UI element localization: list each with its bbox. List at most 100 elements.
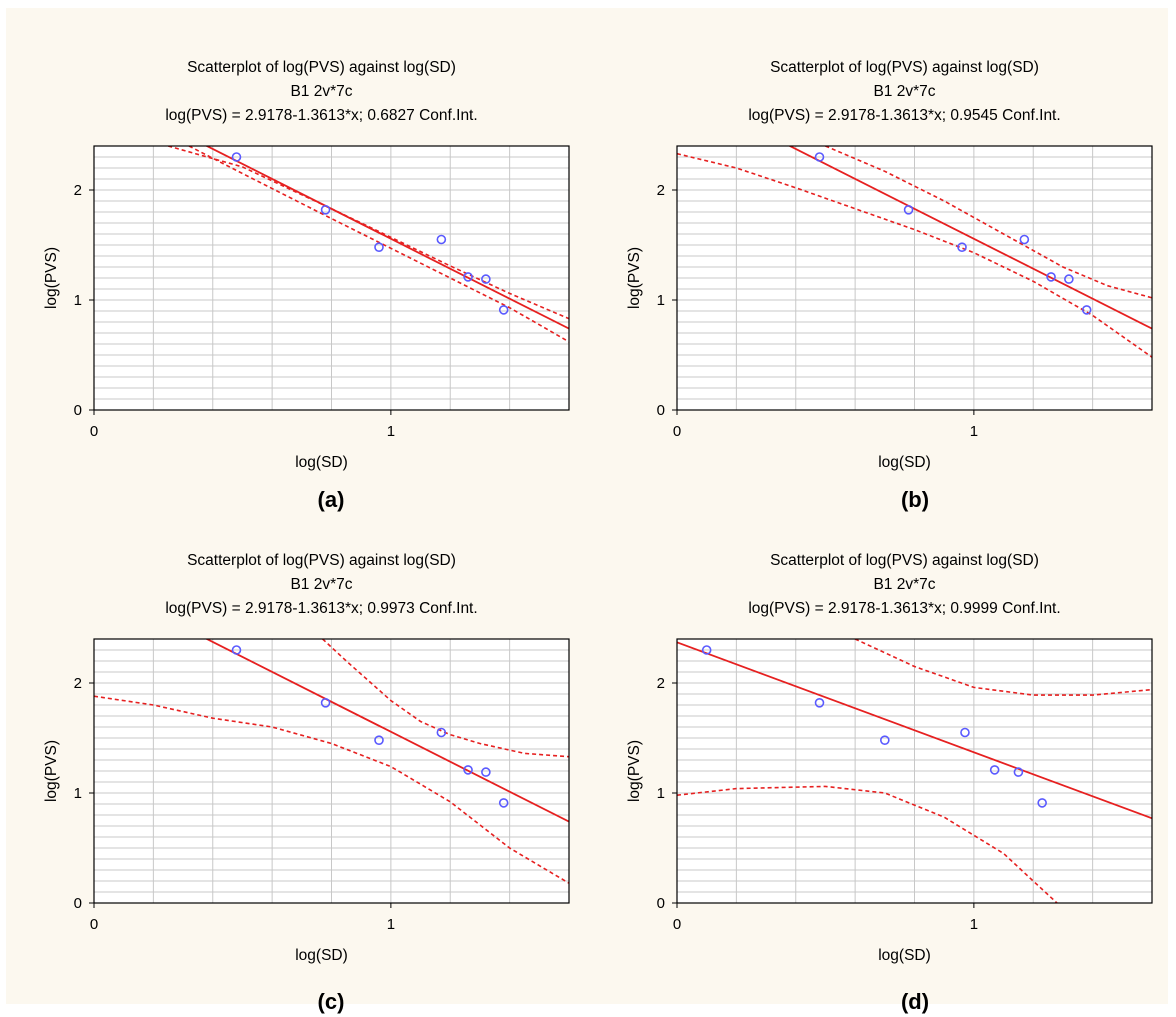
plot-content bbox=[94, 639, 569, 884]
data-point bbox=[374, 242, 384, 252]
x-tick-label: 0 bbox=[90, 423, 98, 440]
chart-svg: Scatterplot of log(PVS) against log(SD) B… bbox=[626, 59, 1153, 471]
chart-svg: Scatterplot of log(PVS) against log(SD) B… bbox=[626, 552, 1153, 964]
y-tick-label: 1 bbox=[74, 292, 82, 309]
data-point bbox=[231, 152, 242, 162]
y-tick-label: 1 bbox=[657, 785, 665, 802]
chart-title: Scatterplot of log(PVS) against log(SD) bbox=[187, 59, 456, 76]
panel-label: (c) bbox=[317, 989, 345, 1014]
plot-frame bbox=[676, 145, 1153, 411]
chart-subtitle: B1 2v*7c bbox=[873, 83, 935, 100]
data-point bbox=[1081, 305, 1092, 315]
data-point bbox=[320, 205, 331, 215]
data-point bbox=[1013, 767, 1024, 777]
chart-title: Scatterplot of log(PVS) against log(SD) bbox=[770, 552, 1039, 569]
plot-content bbox=[167, 146, 569, 343]
x-axis-label: log(SD) bbox=[295, 947, 348, 964]
data-point bbox=[463, 765, 473, 775]
y-tick-label: 0 bbox=[74, 895, 82, 912]
data-point bbox=[814, 698, 825, 708]
chart-panel-b: Scatterplot of log(PVS) against log(SD) B… bbox=[589, 8, 1169, 471]
chart-panel-c: Scatterplot of log(PVS) against log(SD) B… bbox=[6, 501, 586, 964]
x-tick-label: 1 bbox=[387, 423, 395, 440]
regression-line bbox=[677, 641, 1152, 820]
data-point bbox=[481, 274, 491, 284]
plot-content bbox=[677, 146, 1152, 358]
data-point bbox=[1037, 798, 1047, 808]
y-tick-label: 2 bbox=[657, 675, 665, 692]
y-tick-label: 1 bbox=[74, 785, 82, 802]
x-tick-label: 1 bbox=[387, 916, 395, 933]
figure: Scatterplot of log(PVS) against log(SD) B… bbox=[6, 8, 1168, 1004]
confidence-band-lower bbox=[188, 146, 569, 343]
chart-subtitle: B1 2v*7c bbox=[290, 576, 352, 593]
plot-frame bbox=[676, 638, 1153, 904]
confidence-band-upper bbox=[322, 639, 569, 758]
data-point bbox=[957, 242, 967, 252]
x-axis-label: log(SD) bbox=[878, 454, 931, 471]
confidence-band-lower bbox=[677, 785, 1058, 903]
data-point bbox=[1064, 274, 1074, 284]
x-tick-label: 1 bbox=[970, 423, 978, 440]
panel-label: (d) bbox=[900, 989, 930, 1014]
y-tick-label: 0 bbox=[74, 402, 82, 419]
y-axis-label: log(PVS) bbox=[43, 740, 60, 802]
data-point bbox=[498, 305, 509, 315]
grid bbox=[677, 639, 1152, 903]
data-point bbox=[880, 735, 890, 745]
y-axis-label: log(PVS) bbox=[626, 740, 643, 802]
data-point bbox=[1019, 234, 1030, 245]
y-tick-label: 0 bbox=[657, 895, 665, 912]
y-tick-label: 2 bbox=[657, 182, 665, 199]
data-point bbox=[903, 205, 914, 215]
y-tick-label: 0 bbox=[657, 402, 665, 419]
data-point bbox=[436, 727, 447, 738]
chart-subtitle: B1 2v*7c bbox=[290, 83, 352, 100]
data-point bbox=[231, 645, 242, 655]
x-axis-label: log(SD) bbox=[295, 454, 348, 471]
confidence-band-upper bbox=[167, 146, 569, 320]
chart-title: Scatterplot of log(PVS) against log(SD) bbox=[770, 59, 1039, 76]
data-point bbox=[498, 798, 509, 808]
confidence-band-lower bbox=[94, 695, 569, 884]
x-tick-label: 0 bbox=[673, 916, 681, 933]
panel-label: (b) bbox=[900, 487, 930, 512]
chart-subtitle: B1 2v*7c bbox=[873, 576, 935, 593]
x-axis-label: log(SD) bbox=[878, 947, 931, 964]
chart-panel-a: Scatterplot of log(PVS) against log(SD) B… bbox=[6, 8, 586, 471]
y-tick-label: 2 bbox=[74, 675, 82, 692]
y-axis-label: log(PVS) bbox=[43, 247, 60, 309]
regression-equation: log(PVS) = 2.9178-1.3613*x; 0.9973 Conf.… bbox=[165, 600, 477, 617]
grid bbox=[677, 146, 1152, 410]
data-point bbox=[481, 767, 491, 777]
data-point bbox=[701, 645, 712, 655]
regression-equation: log(PVS) = 2.9178-1.3613*x; 0.9999 Conf.… bbox=[748, 600, 1060, 617]
data-point bbox=[436, 234, 447, 245]
confidence-band-upper bbox=[825, 146, 1152, 299]
data-point bbox=[960, 727, 970, 738]
regression-equation: log(PVS) = 2.9178-1.3613*x; 0.6827 Conf.… bbox=[165, 107, 477, 124]
chart-svg: Scatterplot of log(PVS) against log(SD) B… bbox=[43, 59, 570, 471]
regression-equation: log(PVS) = 2.9178-1.3613*x; 0.9545 Conf.… bbox=[748, 107, 1060, 124]
panel-label: (a) bbox=[317, 487, 345, 512]
plot-frame bbox=[93, 638, 570, 904]
grid bbox=[94, 146, 569, 410]
plot-content bbox=[677, 639, 1152, 903]
x-tick-label: 1 bbox=[970, 916, 978, 933]
y-tick-label: 1 bbox=[657, 292, 665, 309]
data-point bbox=[320, 698, 331, 708]
chart-svg: Scatterplot of log(PVS) against log(SD) B… bbox=[43, 552, 570, 964]
data-point bbox=[374, 735, 384, 745]
x-tick-label: 0 bbox=[90, 916, 98, 933]
regression-line bbox=[787, 146, 1152, 330]
y-axis-label: log(PVS) bbox=[626, 247, 643, 309]
chart-panel-d: Scatterplot of log(PVS) against log(SD) B… bbox=[589, 501, 1169, 964]
plot-frame bbox=[93, 145, 570, 411]
regression-line bbox=[204, 639, 569, 823]
data-point bbox=[989, 765, 1000, 775]
data-point bbox=[814, 152, 825, 162]
regression-line bbox=[204, 146, 569, 330]
data-point bbox=[463, 272, 473, 282]
data-point bbox=[1046, 272, 1056, 282]
x-tick-label: 0 bbox=[673, 423, 681, 440]
